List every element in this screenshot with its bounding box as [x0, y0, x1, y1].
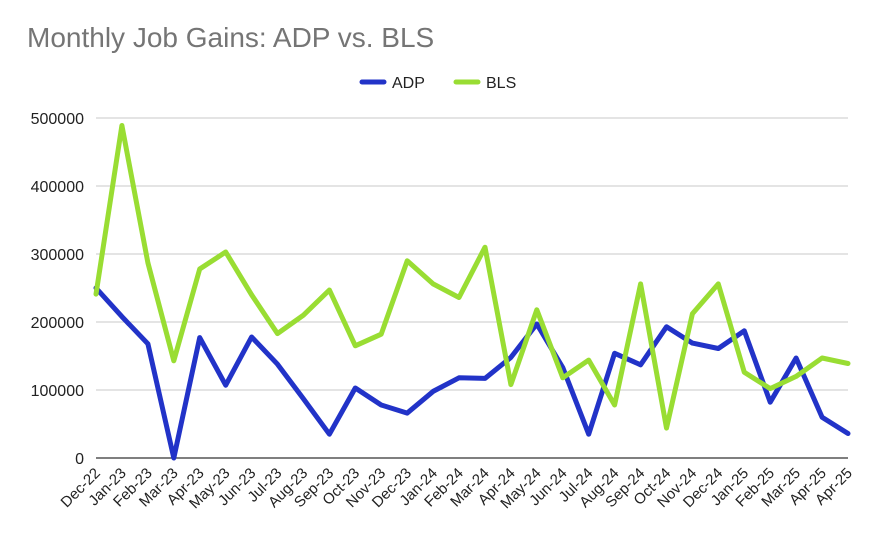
legend: ADP BLS [359, 75, 516, 92]
y-tick-label: 0 [75, 451, 84, 468]
y-tick-label: 500000 [31, 111, 84, 128]
gridlines [96, 117, 848, 459]
legend-label-bls: BLS [486, 75, 516, 92]
series-lines [93, 123, 851, 461]
chart-title: Monthly Job Gains: ADP vs. BLS [27, 22, 435, 53]
x-axis-ticks: Dec-22Jan-23Feb-23Mar-23Apr-23May-23Jun-… [58, 465, 856, 512]
series-line-adp [93, 285, 851, 461]
y-tick-label: 200000 [31, 315, 84, 332]
y-tick-label: 100000 [31, 383, 84, 400]
y-tick-label: 300000 [31, 247, 84, 264]
y-tick-label: 400000 [31, 179, 84, 196]
series-line-bls [93, 123, 851, 431]
y-axis-ticks: 0 100000 200000 300000 400000 500000 [31, 111, 84, 468]
legend-label-adp: ADP [392, 75, 425, 92]
